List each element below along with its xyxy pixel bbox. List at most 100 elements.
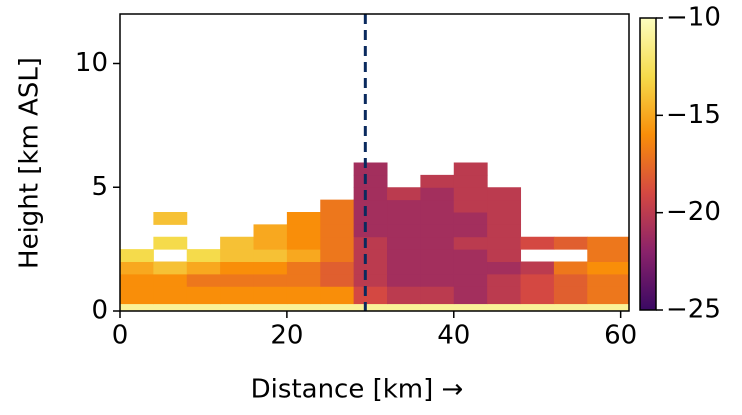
x-tick-label: 0 bbox=[112, 321, 129, 351]
heatmap-cell bbox=[453, 236, 488, 250]
heatmap-cell bbox=[487, 261, 522, 275]
heatmap-cell bbox=[420, 303, 455, 312]
heatmap-cell bbox=[286, 261, 321, 275]
heatmap-cell bbox=[387, 236, 421, 250]
heatmap-cell bbox=[387, 224, 421, 238]
heatmap-cell bbox=[320, 303, 355, 312]
heatmap-cell bbox=[487, 286, 522, 305]
heatmap-cell bbox=[520, 273, 555, 287]
heatmap-cell bbox=[387, 286, 421, 305]
heatmap-cell bbox=[320, 199, 355, 213]
colorbar-tick-label: −25 bbox=[666, 295, 721, 325]
heatmap-cell bbox=[220, 303, 255, 312]
heatmap-cell bbox=[453, 199, 488, 213]
heatmap-cell bbox=[253, 249, 288, 262]
heatmap-cell bbox=[587, 303, 630, 312]
heatmap-cell bbox=[420, 187, 455, 201]
heatmap-cell bbox=[387, 273, 421, 287]
heatmap-cell bbox=[253, 286, 288, 305]
heatmap-cell bbox=[253, 303, 288, 312]
heatmap-cell bbox=[487, 249, 522, 262]
colorbar-tick-label: −20 bbox=[666, 197, 721, 227]
heatmap-cell bbox=[487, 303, 522, 312]
heatmap-cell bbox=[453, 286, 488, 305]
heatmap-cell bbox=[587, 286, 630, 305]
heatmap-cell bbox=[487, 224, 522, 238]
y-tick-label: 0 bbox=[91, 296, 108, 326]
colorbar bbox=[639, 17, 657, 311]
heatmap-cell bbox=[420, 174, 455, 188]
heatmap-cell bbox=[387, 303, 421, 312]
heatmap-cell bbox=[587, 261, 630, 275]
heatmap-cell bbox=[553, 286, 588, 305]
heatmap-cell bbox=[587, 236, 630, 250]
heatmap-cell bbox=[186, 286, 221, 305]
heatmap-cell bbox=[420, 212, 455, 225]
heatmap-cell bbox=[253, 236, 288, 250]
heatmap-cell bbox=[286, 224, 321, 238]
heatmap-cell bbox=[453, 174, 488, 188]
heatmap-cell bbox=[487, 212, 522, 225]
heatmap-cell bbox=[286, 286, 321, 305]
heatmap-cell bbox=[387, 249, 421, 262]
heatmap-cell bbox=[487, 199, 522, 213]
heatmap-cell bbox=[186, 273, 221, 287]
heatmap-cell bbox=[453, 303, 488, 312]
heatmap-cell bbox=[320, 286, 355, 305]
heatmap-cell bbox=[353, 162, 388, 176]
heatmap-cell bbox=[520, 286, 555, 305]
heatmap-cell bbox=[186, 261, 221, 275]
heatmap-cell bbox=[453, 224, 488, 238]
heatmap-cell bbox=[353, 212, 388, 225]
heatmap-cell bbox=[420, 199, 455, 213]
heatmap-cell bbox=[320, 212, 355, 225]
heatmap-cell bbox=[153, 236, 188, 250]
heatmap-cell bbox=[153, 212, 188, 225]
heatmap-cell bbox=[220, 236, 255, 250]
heatmap-cell bbox=[220, 261, 255, 275]
heatmap-cell bbox=[420, 286, 455, 305]
heatmap-cell bbox=[220, 286, 255, 305]
heatmap-cell bbox=[453, 249, 488, 262]
heatmap-cell bbox=[420, 273, 455, 287]
x-axis-label: Distance [km] → bbox=[251, 375, 464, 405]
heatmap-cell bbox=[520, 261, 555, 275]
heatmap-cell bbox=[286, 249, 321, 262]
heatmap-cell bbox=[286, 303, 321, 312]
heatmap-cell bbox=[420, 249, 455, 262]
heatmap-cell bbox=[120, 261, 154, 275]
heatmap-cell bbox=[220, 249, 255, 262]
heatmap-cell bbox=[587, 273, 630, 287]
heatmap-cell bbox=[420, 224, 455, 238]
heatmap-cell bbox=[353, 303, 388, 312]
heatmap-cell bbox=[387, 187, 421, 201]
heatmap-cell bbox=[286, 212, 321, 225]
heatmap-cell bbox=[120, 286, 154, 305]
heatmap-cell bbox=[387, 199, 421, 213]
heatmap-cell bbox=[587, 249, 630, 262]
heatmap-cell bbox=[320, 273, 355, 287]
heatmap-cell bbox=[453, 212, 488, 225]
heatmap-cell bbox=[153, 273, 188, 287]
y-tick-label: 10 bbox=[75, 48, 108, 78]
heatmap-cell bbox=[153, 303, 188, 312]
heatmap-cell bbox=[353, 286, 388, 305]
heatmap-cell bbox=[153, 286, 188, 305]
x-tick-label: 60 bbox=[604, 321, 637, 351]
y-tick-label: 5 bbox=[91, 172, 108, 202]
heatmap-cell bbox=[353, 249, 388, 262]
y-axis-label: Height [km ASL] bbox=[15, 57, 45, 269]
x-tick-label: 20 bbox=[270, 321, 303, 351]
heatmap-cell bbox=[320, 261, 355, 275]
plot-frame bbox=[119, 13, 630, 312]
heatmap-cell bbox=[320, 236, 355, 250]
heatmap-cell bbox=[220, 273, 255, 287]
heatmap-cell bbox=[320, 224, 355, 238]
heatmap-cell bbox=[353, 199, 388, 213]
heatmap-cell bbox=[353, 187, 388, 201]
heatmap-cell bbox=[286, 273, 321, 287]
heatmap-cell bbox=[353, 174, 388, 188]
heatmap-cell bbox=[387, 212, 421, 225]
heatmap-cell bbox=[453, 187, 488, 201]
